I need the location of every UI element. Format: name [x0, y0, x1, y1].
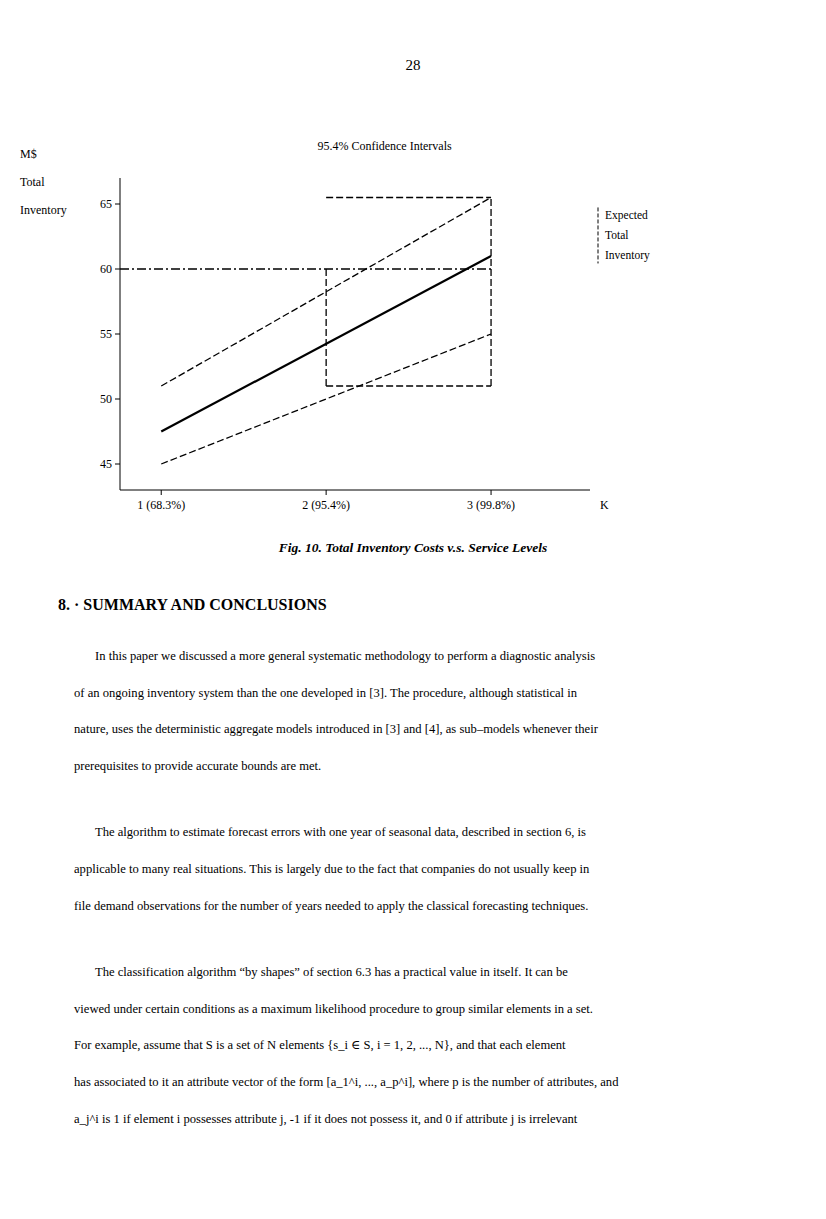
paragraph-line: a_j^i is 1 if element i possesses attrib… [74, 1112, 578, 1126]
reference-line [490, 198, 491, 387]
section-title: 8. · SUMMARY AND CONCLUSIONS [58, 596, 327, 613]
y-tick [115, 334, 120, 335]
y-tick [115, 269, 120, 270]
y-tick [115, 464, 120, 465]
legend-text: Total [605, 229, 628, 241]
annotation: 95.4% Confidence Intervals [317, 139, 452, 153]
y-tick-label: 50 [100, 392, 112, 406]
reference-line [120, 268, 491, 269]
paragraph-line: prerequisites to provide accurate bounds… [74, 759, 321, 773]
y-tick-label: 55 [100, 327, 112, 341]
paragraph-line: applicable to many real situations. This… [74, 862, 590, 876]
x-tick-label: 1 (68.3%) [137, 498, 185, 512]
lines [120, 198, 491, 465]
legend-text: Inventory [605, 249, 650, 262]
x-axis-line [120, 490, 590, 491]
caption: Fig. 10. Total Inventory Costs v.s. Serv… [278, 540, 548, 555]
x-tick [326, 490, 327, 495]
y-tick-label: 60 [100, 262, 112, 276]
x-axis-label: K [600, 498, 609, 512]
page: 28 45 50 55 60 65 1 (68.3%) 2 (95.4%) 3 (99.8%) M… [0, 0, 826, 1219]
x-tick-label: 2 (95.4%) [302, 498, 350, 512]
reference-line [161, 198, 491, 387]
y-tick [115, 204, 120, 205]
legend-text: Expected [605, 209, 648, 222]
chart: 45 50 55 60 65 1 (68.3%) 2 (95.4%) 3 (99.8%) M$ T… [20, 139, 650, 512]
main-line [161, 256, 491, 432]
paragraph-line: nature, uses the deterministic aggregate… [74, 722, 599, 736]
paragraph-line: For example, assume that S is a set of N… [74, 1038, 566, 1052]
y-tick [115, 399, 120, 400]
y-tick-label: 45 [100, 457, 112, 471]
reference-line [326, 197, 491, 198]
paragraph-line: has associated to it an attribute vector… [74, 1075, 619, 1089]
paragraph-line: viewed under certain conditions as a max… [74, 1002, 593, 1016]
paragraph-line: The algorithm to estimate forecast error… [95, 825, 586, 839]
paragraph-line: In this paper we discussed a more genera… [95, 649, 595, 663]
page-number: 28 [406, 57, 421, 73]
y-axis-label: Inventory [20, 203, 67, 217]
y-axis-label: M$ [20, 147, 37, 161]
reference-line [326, 385, 491, 386]
x-tick [491, 490, 492, 495]
paragraph-line: The classification algorithm “by shapes”… [95, 965, 568, 979]
paragraph-line: file demand observations for the number … [74, 899, 588, 913]
x-tick-label: 3 (99.8%) [467, 498, 515, 512]
legend-marker [598, 207, 599, 263]
y-tick-label: 65 [100, 197, 112, 211]
x-tick [161, 490, 162, 495]
y-axis-label: Total [20, 175, 45, 189]
background [0, 0, 826, 1219]
reference-line [325, 269, 326, 386]
paragraph-line: of an ongoing inventory system than the … [74, 686, 578, 700]
